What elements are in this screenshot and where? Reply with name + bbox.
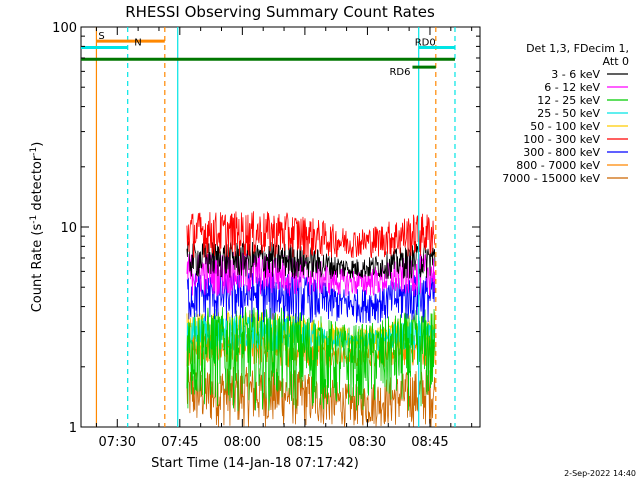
y-tick-label: 1 (69, 421, 77, 436)
legend-header-line-1: Det 1,3, FDecim 1, (526, 42, 629, 55)
data-layer (186, 211, 436, 427)
y-tick-label: 10 (60, 221, 77, 236)
x-axis: 07:30 07:45 08:00 08:15 08:30 08:45 (95, 27, 473, 450)
series-trace-5 (186, 211, 436, 259)
legend-item-label: 100 - 300 keV (523, 133, 600, 146)
legend-item-label: 7000 - 15000 keV (502, 172, 600, 185)
legend-item-label: 50 - 100 keV (530, 120, 600, 133)
chart-title: RHESSI Observing Summary Count Rates (125, 3, 435, 21)
legend-header-line-2: Att 0 (603, 55, 629, 68)
legend-item-label: 6 - 12 keV (544, 81, 600, 94)
footer-date: 2-Sep-2022 14:40 (564, 469, 636, 478)
x-tick-label: 07:45 (161, 435, 198, 450)
x-tick-label: 08:30 (349, 435, 386, 450)
y-axis-label-part1: Count Rate (s (30, 224, 45, 313)
legend-item-label: 25 - 50 keV (537, 107, 600, 120)
series-trace-3 (186, 315, 436, 352)
y-axis: 1 10 100 (52, 21, 480, 436)
legend-item-label: 300 - 800 keV (523, 146, 600, 159)
series-trace-1 (186, 252, 436, 297)
markers-layer: S N RD0 RD6 (81, 27, 456, 427)
y-tick-label: 100 (52, 21, 77, 36)
flag-label-n: N (134, 37, 141, 48)
flag-label-s: S (98, 31, 104, 42)
x-tick-label: 08:45 (411, 435, 448, 450)
y-axis-label-part3: ) (30, 142, 45, 147)
y-axis-label: Count Rate (s-1 detector-1) (29, 142, 45, 313)
x-tick-label: 07:30 (99, 435, 136, 450)
legend-item-label: 800 - 7000 keV (516, 159, 600, 172)
flag-label-rd6: RD6 (389, 67, 410, 78)
x-axis-label: Start Time (14-Jan-18 07:17:42) (151, 456, 359, 471)
series-trace-2 (186, 306, 436, 412)
y-axis-label-sup2: -1 (29, 147, 39, 156)
legend-item-label: 12 - 25 keV (537, 94, 600, 107)
plot-area: S N RD0 RD6 (80, 26, 481, 428)
series-trace-8 (186, 366, 436, 427)
x-tick-label: 08:00 (224, 435, 261, 450)
flag-label-rd0: RD0 (415, 37, 436, 48)
legend-item-label: 3 - 6 keV (551, 68, 600, 81)
y-axis-label-sup1: -1 (29, 215, 39, 224)
y-axis-label-part2: detector (30, 155, 45, 215)
x-tick-label: 08:15 (286, 435, 323, 450)
series-trace-0 (186, 241, 436, 279)
